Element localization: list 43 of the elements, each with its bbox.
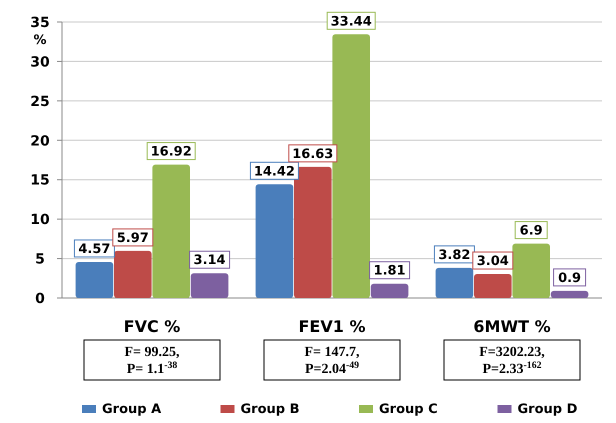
y-tick-label: 35 bbox=[30, 15, 50, 31]
bar bbox=[370, 284, 408, 298]
data-label: 3.14 bbox=[194, 253, 226, 268]
x-tick-label: FEV1 % bbox=[298, 317, 366, 336]
bar bbox=[256, 184, 294, 298]
data-label: 4.57 bbox=[78, 242, 110, 257]
data-label: 16.92 bbox=[150, 144, 192, 160]
data-label: 6.9 bbox=[520, 224, 543, 239]
y-tick-label: 5 bbox=[35, 252, 45, 268]
legend-label: Group C bbox=[379, 402, 438, 417]
legend-label: Group D bbox=[518, 402, 578, 417]
bar bbox=[190, 273, 228, 298]
data-label: 3.04 bbox=[476, 254, 509, 270]
text: F= 147.7, P=2.04$^{-49}$ bbox=[304, 345, 360, 377]
bar bbox=[512, 244, 550, 298]
bar bbox=[550, 290, 588, 298]
bar bbox=[114, 250, 152, 298]
y-tick-label: 0 bbox=[35, 291, 46, 307]
y-tick-label: 15 bbox=[30, 172, 50, 189]
text: F=3202.23, P=2.33$^{-162}$ bbox=[479, 345, 545, 377]
legend-label: Group A bbox=[102, 402, 162, 417]
data-label: 33.44 bbox=[330, 14, 372, 30]
data-label: 14.42 bbox=[254, 164, 295, 180]
bar bbox=[152, 164, 190, 298]
data-label: 3.82 bbox=[438, 248, 470, 263]
legend-label: Group B bbox=[240, 402, 300, 417]
bar bbox=[294, 166, 332, 298]
y-axis-title: % bbox=[33, 33, 47, 48]
bar bbox=[332, 34, 370, 298]
data-label: 0.9 bbox=[558, 270, 582, 286]
data-label: 16.63 bbox=[292, 146, 334, 162]
bar bbox=[436, 268, 474, 298]
bar bbox=[76, 262, 114, 298]
x-tick-label: FVC % bbox=[124, 317, 180, 336]
y-tick-label: 10 bbox=[30, 212, 50, 228]
x-tick-label: 6MWT % bbox=[473, 317, 551, 336]
y-tick-label: 30 bbox=[30, 54, 50, 70]
bar bbox=[474, 274, 512, 298]
data-label: 5.97 bbox=[116, 230, 149, 246]
text: F= 99.25, P= 1.1$^{-38}$ bbox=[124, 345, 180, 377]
y-tick-label: 25 bbox=[30, 94, 50, 110]
data-label: 1.81 bbox=[374, 264, 406, 279]
y-tick-label: 20 bbox=[30, 133, 50, 150]
